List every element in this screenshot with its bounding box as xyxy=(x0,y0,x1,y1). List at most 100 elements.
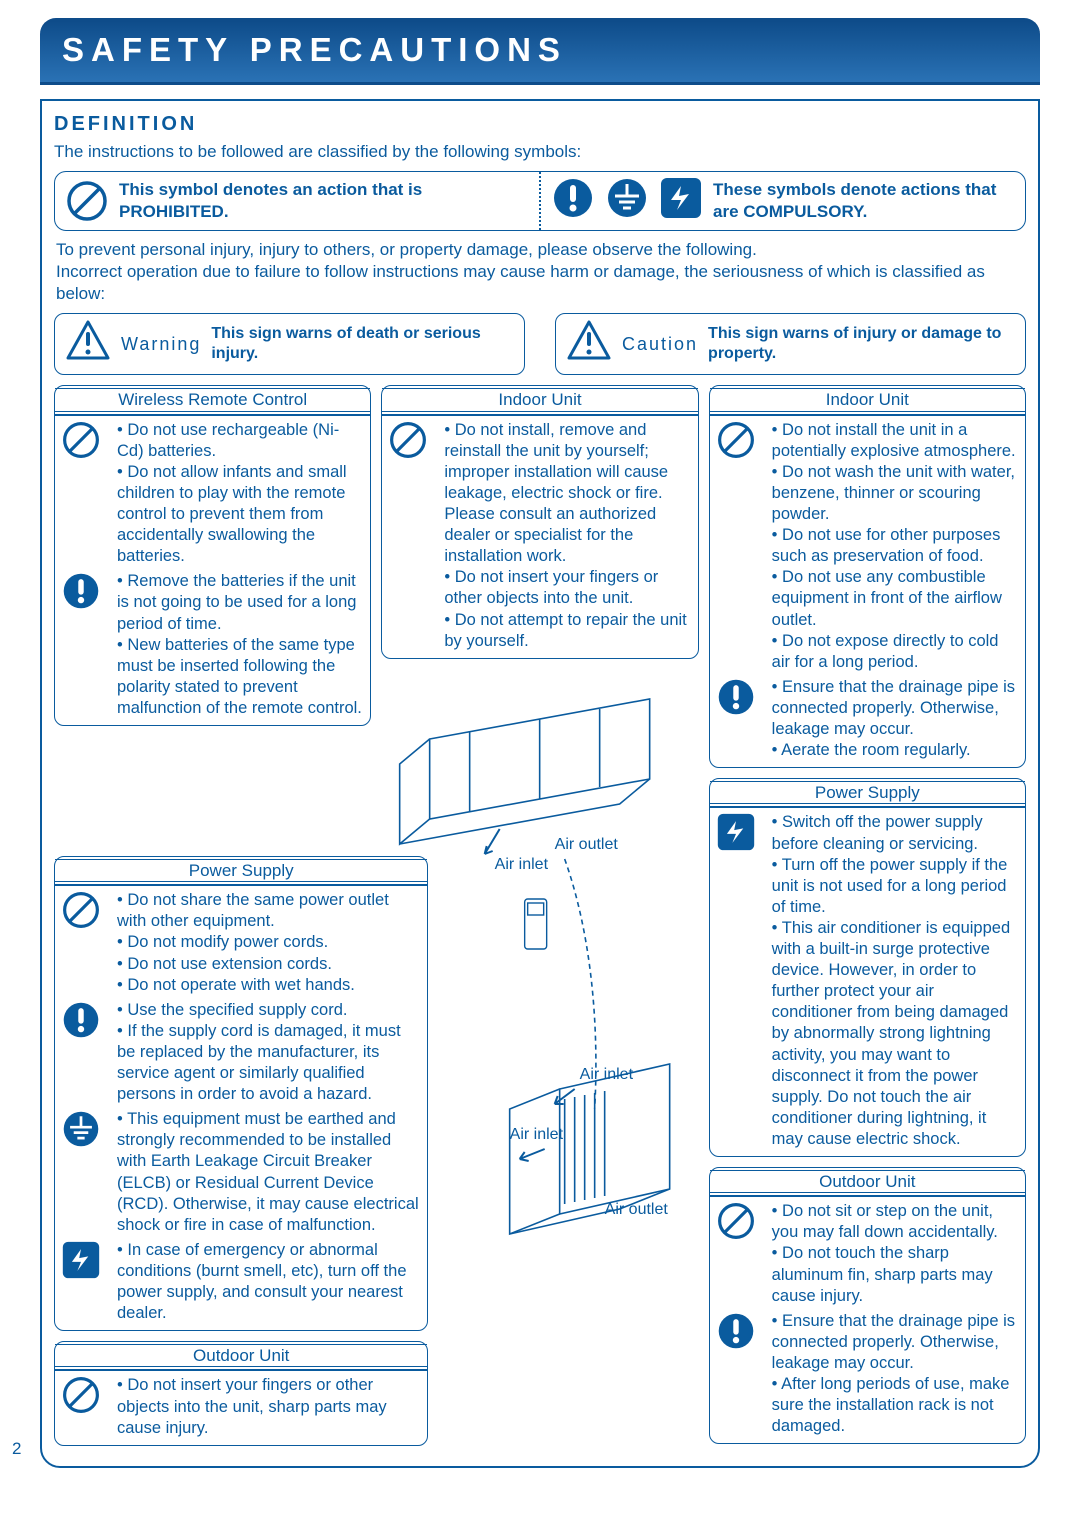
list-item: Do not insert your fingers or other obje… xyxy=(444,567,689,609)
label-air-inlet: Air inlet xyxy=(495,856,549,873)
ground-icon xyxy=(605,176,649,226)
prohibited-icon xyxy=(714,420,758,460)
panel-remote-title: Wireless Remote Control xyxy=(55,386,370,415)
list-item: Use the specified supply cord. xyxy=(117,1000,419,1021)
caution-desc: This sign warns of injury or damage to p… xyxy=(708,324,1015,366)
panel-power-warn-title: Power Supply xyxy=(55,857,427,886)
list: Do not install the unit in a potentially… xyxy=(764,420,1017,673)
list-item: Do not share the same power outlet with … xyxy=(117,890,419,932)
panel-outdoor-caution-title: Outdoor Unit xyxy=(710,1168,1025,1197)
list-item: Do not modify power cords. xyxy=(117,932,419,953)
panel-outdoor-warning: Outdoor Unit Do not insert your fingers … xyxy=(54,1341,428,1445)
list-item: Do not attempt to repair the unit by you… xyxy=(444,610,689,652)
panel-outdoor-warn-title: Outdoor Unit xyxy=(55,1342,427,1371)
exclamation-icon xyxy=(59,1000,103,1040)
list-item: Ensure that the drainage pipe is connect… xyxy=(772,1311,1017,1374)
panel-indoor-caution: Indoor Unit Do not install the unit in a… xyxy=(709,385,1026,768)
prohibited-icon xyxy=(59,420,103,460)
page-title: SAFETY PRECAUTIONS xyxy=(40,18,1040,85)
list-item: After long periods of use, make sure the… xyxy=(772,1374,1017,1437)
list-item: If the supply cord is damaged, it must b… xyxy=(117,1021,419,1105)
main-columns: Wireless Remote Control Do not use recha… xyxy=(54,385,1026,1445)
prohibited-icon xyxy=(59,1375,103,1415)
list: Switch off the power supply before clean… xyxy=(764,812,1017,1150)
list-item: Turn off the power supply if the unit is… xyxy=(772,855,1017,918)
list: Ensure that the drainage pipe is connect… xyxy=(764,677,1017,761)
list: Do not insert your fingers or other obje… xyxy=(109,1375,419,1438)
column-right: Indoor Unit Do not install the unit in a… xyxy=(709,385,1026,1445)
exclamation-icon xyxy=(551,176,595,226)
list-item: New batteries of the same type must be i… xyxy=(117,635,362,719)
list-item: Do not install, remove and reinstall the… xyxy=(444,420,689,568)
plug-icon xyxy=(659,176,703,226)
list-item: Do not allow infants and small children … xyxy=(117,462,362,568)
prohibited-cell: This symbol denotes an action that is PR… xyxy=(55,172,539,230)
label-air-inlet2: Air inlet xyxy=(580,1066,634,1083)
list: In case of emergency or abnormal conditi… xyxy=(109,1240,419,1324)
caution-box: Caution This sign warns of injury or dam… xyxy=(555,313,1026,375)
prohibited-icon xyxy=(714,1201,758,1241)
plug-icon xyxy=(714,812,758,852)
list-item: Do not insert your fingers or other obje… xyxy=(117,1375,419,1438)
compulsory-cell: These symbols denote actions that are CO… xyxy=(539,172,1025,230)
column-left: Wireless Remote Control Do not use recha… xyxy=(54,385,371,1445)
prohibited-icon xyxy=(386,420,430,460)
list: Do not sit or step on the unit, you may … xyxy=(764,1201,1017,1307)
list: Remove the batteries if the unit is not … xyxy=(109,571,362,719)
list-item: Do not operate with wet hands. xyxy=(117,975,419,996)
list-item: Do not wash the unit with water, benzene… xyxy=(772,462,1017,525)
warning-desc: This sign warns of death or serious inju… xyxy=(211,324,514,366)
list-item: Do not expose directly to cold air for a… xyxy=(772,631,1017,673)
warning-box: Warning This sign warns of death or seri… xyxy=(54,313,525,375)
intro-line2: Incorrect operation due to failure to fo… xyxy=(56,261,1024,305)
prohibited-icon xyxy=(59,890,103,930)
panel-power-caution-title: Power Supply xyxy=(710,779,1025,808)
page-number: 2 xyxy=(12,1438,21,1460)
list-item: Do not use for other purposes such as pr… xyxy=(772,525,1017,567)
warning-icon xyxy=(65,318,111,370)
warning-label: Warning xyxy=(121,333,201,356)
list-item: Do not use extension cords. xyxy=(117,954,419,975)
list-item: This equipment must be earthed and stron… xyxy=(117,1109,419,1236)
label-air-outlet2: Air outlet xyxy=(605,1201,669,1218)
panel-power-caution: Power Supply Switch off the power supply… xyxy=(709,778,1026,1157)
equipment-diagram: Air outlet Air inlet Air inlet Air inlet… xyxy=(381,669,698,1309)
panel-indoor-warn-title: Indoor Unit xyxy=(382,386,697,415)
plug-icon xyxy=(59,1240,103,1280)
exclamation-icon xyxy=(714,677,758,717)
panel-indoor-caution-title: Indoor Unit xyxy=(710,386,1025,415)
list-item: In case of emergency or abnormal conditi… xyxy=(117,1240,419,1324)
list-item: This air conditioner is equipped with a … xyxy=(772,918,1017,1150)
caution-label: Caution xyxy=(622,333,698,356)
intro-line1: To prevent personal injury, injury to ot… xyxy=(56,239,1024,261)
exclamation-icon xyxy=(59,571,103,611)
definition-subtext: The instructions to be followed are clas… xyxy=(54,141,1026,163)
compulsory-text: These symbols denote actions that are CO… xyxy=(713,179,1015,223)
warning-caution-row: Warning This sign warns of death or seri… xyxy=(54,313,1026,375)
ground-icon xyxy=(59,1109,103,1149)
list-item: Do not sit or step on the unit, you may … xyxy=(772,1201,1017,1243)
panel-remote: Wireless Remote Control Do not use recha… xyxy=(54,385,371,726)
definition-symbol-row: This symbol denotes an action that is PR… xyxy=(54,171,1026,231)
caution-icon xyxy=(566,318,612,370)
panel-indoor-warning: Indoor Unit Do not install, remove and r… xyxy=(381,385,698,658)
prohibited-text: This symbol denotes an action that is PR… xyxy=(119,179,529,223)
list-item: Do not use any combustible equipment in … xyxy=(772,567,1017,630)
prohibited-icon xyxy=(65,179,109,223)
list: Do not use rechargeable (Ni-Cd) batterie… xyxy=(109,420,362,568)
exclamation-icon xyxy=(714,1311,758,1351)
list: Do not share the same power outlet with … xyxy=(109,890,419,996)
list-item: Remove the batteries if the unit is not … xyxy=(117,571,362,634)
list: Use the specified supply cord.If the sup… xyxy=(109,1000,419,1106)
panel-power-warning: Power Supply Do not share the same power… xyxy=(54,856,428,1331)
list-item: Aerate the room regularly. xyxy=(772,740,1017,761)
list: Ensure that the drainage pipe is connect… xyxy=(764,1311,1017,1438)
list-item: Ensure that the drainage pipe is connect… xyxy=(772,677,1017,740)
content-frame: DEFINITION The instructions to be follow… xyxy=(40,99,1040,1468)
list-item: Do not use rechargeable (Ni-Cd) batterie… xyxy=(117,420,362,462)
label-air-inlet3: Air inlet xyxy=(510,1126,564,1143)
list-item: Switch off the power supply before clean… xyxy=(772,812,1017,854)
list: Do not install, remove and reinstall the… xyxy=(436,420,689,652)
panel-outdoor-caution: Outdoor Unit Do not sit or step on the u… xyxy=(709,1167,1026,1444)
list: This equipment must be earthed and stron… xyxy=(109,1109,419,1236)
